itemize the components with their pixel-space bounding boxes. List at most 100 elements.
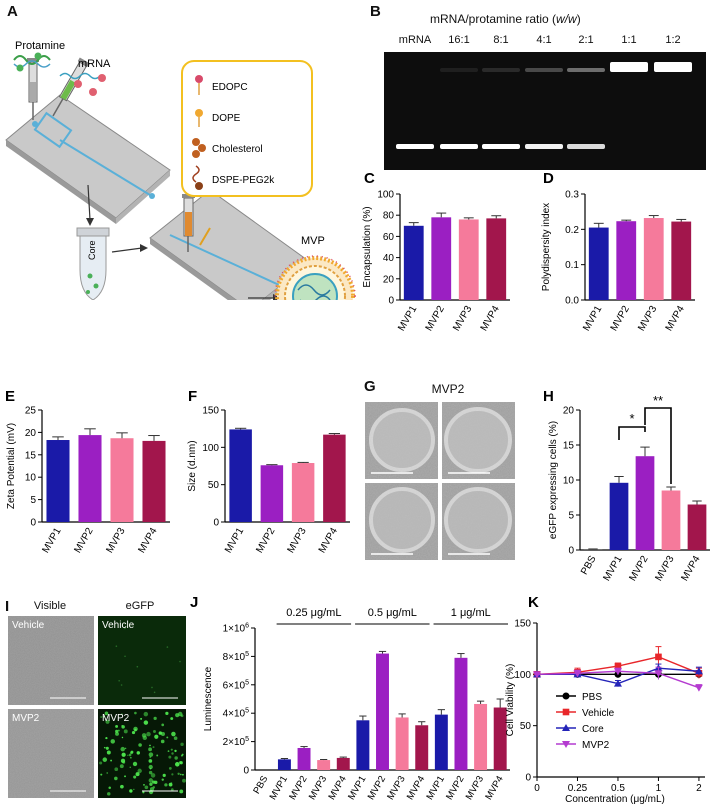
mrna-icon	[59, 72, 106, 96]
fluorescence-dot	[173, 736, 178, 741]
bar	[403, 225, 424, 300]
fluorescence-dot	[171, 731, 176, 737]
x-tick-label: 0	[534, 783, 540, 794]
bar	[376, 653, 389, 770]
x-tick-label: MVP2	[444, 774, 466, 802]
visible-tile-vehicle	[8, 616, 94, 705]
bar	[588, 227, 609, 300]
fluorescence-dot	[174, 762, 180, 767]
protamine-icon	[13, 52, 51, 72]
tile-label-visible-mvp2: MVP2	[12, 713, 40, 724]
bar	[474, 703, 488, 770]
gel-lane-labels: mRNA 16:1 8:1 4:1 2:1 1:1 1:2	[384, 34, 706, 50]
x-tick-label: MVP4	[136, 526, 159, 555]
fluorescence-dot	[148, 778, 154, 783]
x-tick-label: PBS	[251, 774, 270, 796]
bar	[609, 482, 629, 550]
arrow-icon	[87, 184, 91, 221]
x-tick-label: 1	[656, 783, 662, 794]
x-tick-label: 0.25	[568, 783, 588, 794]
microscopy-grid: Vehicle Vehicle MVP2 MVP2	[8, 616, 186, 798]
x-tick-label: MVP2	[627, 554, 650, 583]
y-tick-label: 40	[383, 253, 395, 264]
y-tick-label: 0.3	[565, 190, 579, 201]
gel-lane-label: mRNA	[398, 34, 432, 46]
dope-icon	[195, 109, 203, 127]
bar-chart-J: J 0 2×105 4×105 6×105 8×105 1×106 Luminescence P…	[190, 594, 510, 802]
core-label: Core	[87, 240, 97, 260]
gel-title-main: mRNA/protamine ratio (	[430, 12, 557, 26]
fluorescence-dot	[130, 751, 133, 755]
fluorescence-dot	[149, 782, 153, 786]
fluorescence-dot	[150, 773, 156, 778]
gel-band	[525, 68, 563, 72]
panel-label-h: H	[543, 388, 554, 405]
bar	[356, 720, 370, 770]
fluorescence-dot	[152, 746, 155, 749]
bar	[110, 438, 134, 522]
x-tick-label: MVP4	[479, 304, 502, 333]
bar-chart-E: E 0 5 10 15 20 25 Zeta Potential (mV) MVP1 MVP2 MV…	[5, 388, 170, 555]
fluorescence-dot	[158, 731, 163, 735]
y-tick-label: 15	[563, 441, 575, 452]
gel-lane-label: 4:1	[536, 34, 552, 46]
data-point	[533, 671, 541, 679]
x-tick-label: MVP4	[679, 554, 702, 583]
egfp-tile-vehicle	[98, 616, 186, 705]
fluorescence-dot	[135, 772, 140, 777]
fluorescence-dot	[117, 729, 120, 732]
legend-label: MVP2	[582, 740, 610, 751]
y-tick-label: 0	[568, 546, 574, 557]
fluorescence-dot	[153, 716, 157, 721]
fluorescence-dot	[165, 711, 169, 716]
fluorescence-dot	[154, 734, 159, 739]
fluorescence-dot	[121, 752, 126, 757]
legend-label: Vehicle	[582, 708, 615, 719]
edopc-icon	[195, 75, 203, 95]
bar-chart-F: F 0 50 100 150 Size (d.nm) MVP1 MVP2 MVP3 MVP4	[187, 388, 350, 555]
fluorescence-dot	[129, 789, 133, 793]
x-tick-label: MVP1	[581, 304, 604, 333]
fluorescence-dot	[103, 746, 106, 749]
y-tick-label: 100	[514, 670, 531, 681]
y-axis-label: Encapsulation (%)	[362, 206, 373, 287]
panel-label-a: A	[7, 3, 18, 20]
x-tick-label: 2	[696, 783, 702, 794]
fluorescence-dot	[129, 766, 131, 769]
bar	[431, 217, 452, 300]
bar	[616, 221, 637, 300]
bar	[395, 717, 409, 770]
fluorescence-dot	[120, 684, 123, 686]
y-axis-label: Zeta Potential (mV)	[6, 423, 17, 509]
fluorescence-dot	[164, 783, 168, 787]
panel-label-b: B	[370, 3, 381, 20]
fluorescence-dot	[106, 750, 111, 755]
bar	[78, 435, 102, 522]
gel-band	[482, 144, 520, 149]
fluorescence-dot	[171, 752, 174, 755]
gel-lane-label: 1:2	[665, 34, 681, 46]
x-tick-label: MVP4	[326, 774, 348, 802]
fluorescence-dot	[127, 754, 129, 757]
fluorescence-dot	[148, 759, 153, 763]
fluorescence-dot	[179, 660, 181, 663]
fluorescence-dot	[110, 739, 115, 744]
fluorescence-dot	[122, 760, 126, 764]
bar	[260, 465, 284, 522]
gel-band	[396, 144, 434, 149]
bar	[493, 707, 507, 770]
y-tick-label: 0	[243, 766, 249, 777]
fluorescence-dot	[118, 679, 120, 682]
fluorescence-dot	[148, 752, 154, 757]
x-tick-label: MVP2	[72, 526, 95, 555]
y-axis-label: Polydispersity index	[541, 203, 552, 291]
gel-image	[384, 52, 706, 170]
significance-star: *	[629, 411, 634, 426]
bar	[454, 657, 468, 770]
fluorescence-dot	[144, 785, 149, 790]
fluorescence-dot	[100, 716, 102, 718]
fluorescence-dot	[180, 714, 184, 718]
x-tick-label: MVP3	[385, 774, 407, 802]
fluorescence-dot	[160, 739, 165, 744]
